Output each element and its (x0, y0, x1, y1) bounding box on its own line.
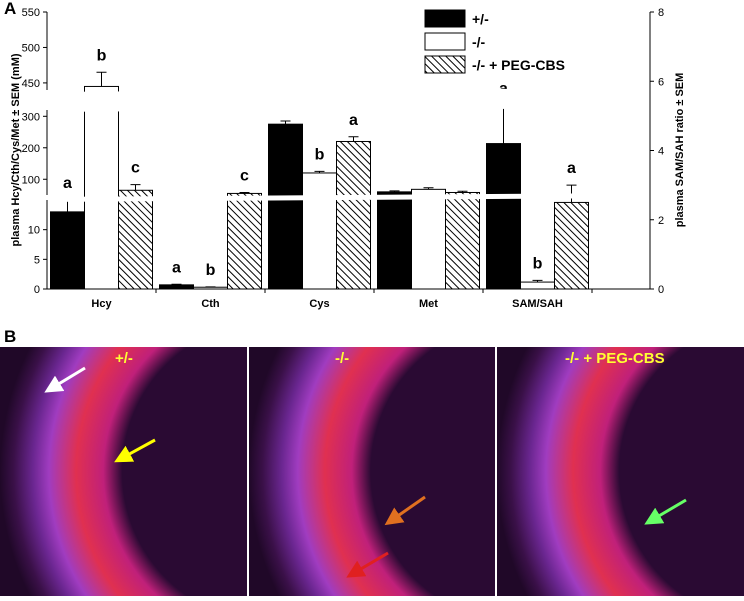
legend-swatch (425, 33, 465, 50)
y2-tick-label: 4 (658, 146, 664, 158)
bar (412, 189, 446, 289)
y2-axis-title: plasma SAM/SAH ratio ± SEM (674, 73, 686, 228)
bar (487, 144, 521, 289)
significance-letter: c (240, 167, 249, 184)
micrograph (497, 347, 744, 596)
image-label: -/- + PEG-CBS (565, 350, 665, 367)
x-tick-label: Cys (309, 298, 329, 310)
bar (446, 192, 480, 289)
image-label: -/- (335, 350, 349, 367)
bar (119, 190, 153, 289)
image-label: +/- (115, 350, 133, 367)
micrographs: +/- -/- -/- + PEG-CBS (0, 347, 744, 596)
panel-label: B (4, 327, 16, 346)
x-tick-label: Cth (201, 298, 220, 310)
bar (337, 141, 371, 289)
error-bar (349, 137, 359, 142)
significance-letter: a (63, 175, 72, 192)
x-tick-label: Met (419, 298, 438, 310)
significance-letter: a (567, 160, 576, 177)
bar (303, 173, 337, 289)
axis-break (41, 88, 650, 112)
bar (160, 285, 194, 289)
micrograph (0, 347, 247, 596)
bar (51, 212, 85, 289)
y-tick-label: 5 (34, 254, 40, 266)
error-bar (499, 105, 509, 143)
bar (228, 193, 262, 289)
significance-letter: b (97, 47, 107, 64)
y-tick-label: 200 (22, 143, 40, 155)
y2-tick-label: 2 (658, 215, 664, 227)
significance-letter: c (131, 160, 140, 177)
y-tick-label: 500 (22, 42, 40, 54)
legend-swatch (425, 10, 465, 27)
x-tick-label: SAM/SAH (512, 298, 563, 310)
y-tick-label: 300 (22, 111, 40, 123)
chart: aaaabbbbccaa051010020030045050055002468H… (10, 7, 686, 310)
y2-tick-label: 0 (658, 284, 664, 296)
bar (269, 124, 303, 289)
bar (555, 202, 589, 289)
significance-letter: b (206, 262, 216, 279)
significance-letter: b (315, 146, 325, 163)
y-tick-label: 10 (28, 225, 40, 237)
x-tick-label: Hcy (91, 298, 112, 310)
error-bar (97, 72, 107, 86)
bar (521, 282, 555, 289)
significance-letter: a (172, 259, 181, 276)
y-tick-label: 100 (22, 174, 40, 186)
significance-letter: a (349, 112, 358, 129)
y2-tick-label: 6 (658, 76, 664, 88)
y-tick-label: 550 (22, 7, 40, 19)
y-axis-title: plasma Hcy/Cth/Cys/Met ± SEM (mM) (10, 53, 22, 246)
legend-label: -/- + PEG-CBS (472, 57, 565, 73)
legend-swatch (425, 56, 465, 73)
bar (378, 192, 412, 289)
y2-tick-label: 8 (658, 7, 664, 19)
error-bar (131, 185, 141, 191)
legend-label: +/- (472, 11, 489, 27)
significance-letter: b (533, 255, 543, 272)
bar (85, 86, 119, 289)
legend-label: -/- (472, 34, 486, 50)
y-tick-label: 450 (22, 78, 40, 90)
y-tick-label: 0 (34, 284, 40, 296)
panel-label: A (4, 0, 16, 18)
micrograph (249, 347, 495, 596)
